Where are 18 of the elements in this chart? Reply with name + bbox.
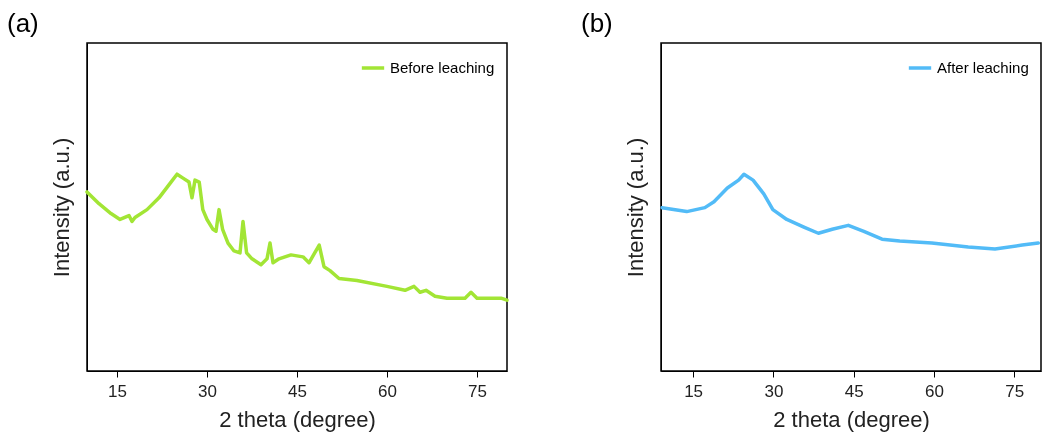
y-axis-title: Intensity (a.u.) <box>48 137 74 278</box>
y-axis-title: Intensity (a.u.) <box>622 137 648 278</box>
x-tick-label: 15 <box>684 381 704 401</box>
x-tick-label: 75 <box>468 381 487 401</box>
legend-label: Before leaching <box>390 59 495 76</box>
x-tick-label: 60 <box>378 381 397 401</box>
x-tick-label: 30 <box>198 381 217 401</box>
x-tick-label: 15 <box>108 381 127 401</box>
legend-label: After leaching <box>937 59 1029 76</box>
x-tick-label: 45 <box>844 381 864 401</box>
chart-title: (b) <box>581 8 613 38</box>
x-tick-label: 30 <box>764 381 784 401</box>
x-axis-title: 2 theta (degree) <box>219 406 376 432</box>
x-tick-label: 45 <box>288 381 307 401</box>
chart-title: (a) <box>7 8 39 38</box>
x-axis-title: 2 theta (degree) <box>773 406 930 432</box>
x-tick-label: 75 <box>1005 381 1025 401</box>
x-tick-label: 60 <box>925 381 944 401</box>
